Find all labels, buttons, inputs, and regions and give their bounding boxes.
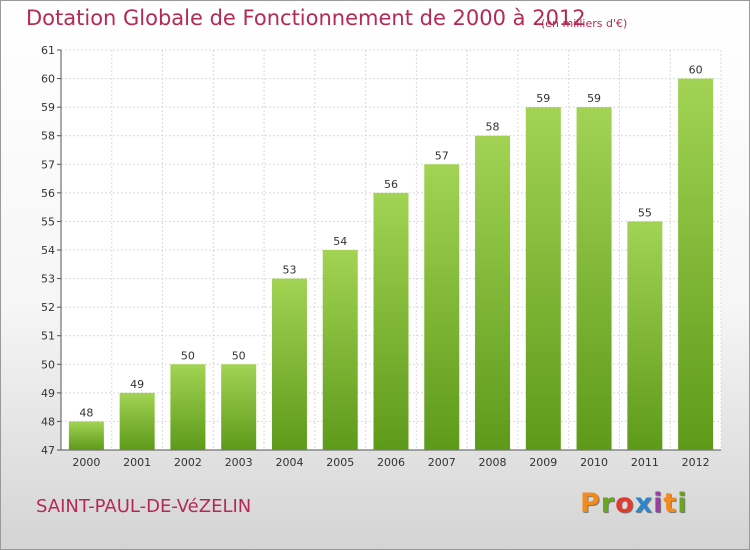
y-tick-label: 58: [41, 130, 55, 143]
y-tick-label: 59: [41, 101, 55, 114]
y-tick-label: 49: [41, 387, 55, 400]
y-tick-label: 54: [41, 244, 55, 257]
x-tick-label: 2003: [225, 456, 253, 469]
y-tick-label: 53: [41, 273, 55, 286]
data-label: 50: [232, 349, 246, 362]
bar: [576, 107, 612, 451]
data-label: 59: [536, 92, 550, 105]
logo-letter: x: [634, 488, 654, 519]
bars: [68, 78, 714, 451]
y-tick-label: 55: [41, 215, 55, 228]
bar: [119, 392, 155, 450]
x-tick-label: 2010: [580, 456, 608, 469]
data-label: 59: [587, 92, 601, 105]
bar: [373, 192, 409, 450]
data-label: 50: [181, 349, 195, 362]
x-tick-label: 2000: [72, 456, 100, 469]
y-tick-label: 51: [41, 330, 55, 343]
bar: [170, 364, 206, 450]
x-tick-label: 2002: [174, 456, 202, 469]
data-label: 49: [130, 378, 144, 391]
x-tick-label: 2006: [377, 456, 405, 469]
bar: [475, 135, 511, 450]
y-tick-label: 48: [41, 415, 55, 428]
data-label: 48: [79, 406, 93, 419]
bar: [271, 278, 307, 450]
logo-letter: r: [600, 488, 616, 519]
proxiti-logo: Proxiti: [580, 488, 688, 519]
town-name: SAINT-PAUL-DE-VéZELIN: [36, 496, 252, 517]
x-tick-label: 2005: [326, 456, 354, 469]
bar: [627, 221, 663, 450]
logo-letter: i: [653, 488, 664, 519]
x-tick-label: 2012: [682, 456, 710, 469]
x-tick-label: 2001: [123, 456, 151, 469]
x-tick-label: 2011: [631, 456, 659, 469]
labels: 47 48 49 50 51 52 53 54 55 56 57 58 59 60 61 48 2000 49 20…: [41, 44, 710, 469]
y-tick-label: 56: [41, 187, 55, 200]
x-tick-label: 2009: [529, 456, 557, 469]
bar: [68, 421, 104, 450]
data-label: 60: [689, 64, 703, 77]
y-tick-label: 61: [41, 44, 55, 57]
logo-letter: i: [677, 488, 688, 519]
y-tick-label: 57: [41, 158, 55, 171]
y-tick-label: 52: [41, 301, 55, 314]
data-label: 56: [384, 178, 398, 191]
logo-letter: o: [615, 488, 635, 519]
data-label: 55: [638, 206, 652, 219]
bar: [424, 164, 460, 451]
x-tick-label: 2007: [428, 456, 456, 469]
x-tick-label: 2004: [275, 456, 303, 469]
chart-unit: (en milliers d'€): [541, 17, 628, 30]
bar: [322, 250, 358, 450]
chart-title: Dotation Globale de Fonctionnement de 20…: [26, 6, 586, 30]
bar: [221, 364, 257, 450]
bar: [678, 78, 714, 451]
data-label: 54: [333, 235, 347, 248]
logo-letter: P: [580, 488, 601, 519]
x-tick-label: 2008: [479, 456, 507, 469]
bar: [525, 107, 561, 451]
data-label: 53: [282, 264, 296, 277]
y-tick-label: 50: [41, 358, 55, 371]
y-tick-label: 60: [41, 73, 55, 86]
data-label: 57: [435, 149, 449, 162]
data-label: 58: [486, 121, 500, 134]
y-tick-label: 47: [41, 444, 55, 457]
logo-letter: t: [663, 488, 678, 519]
